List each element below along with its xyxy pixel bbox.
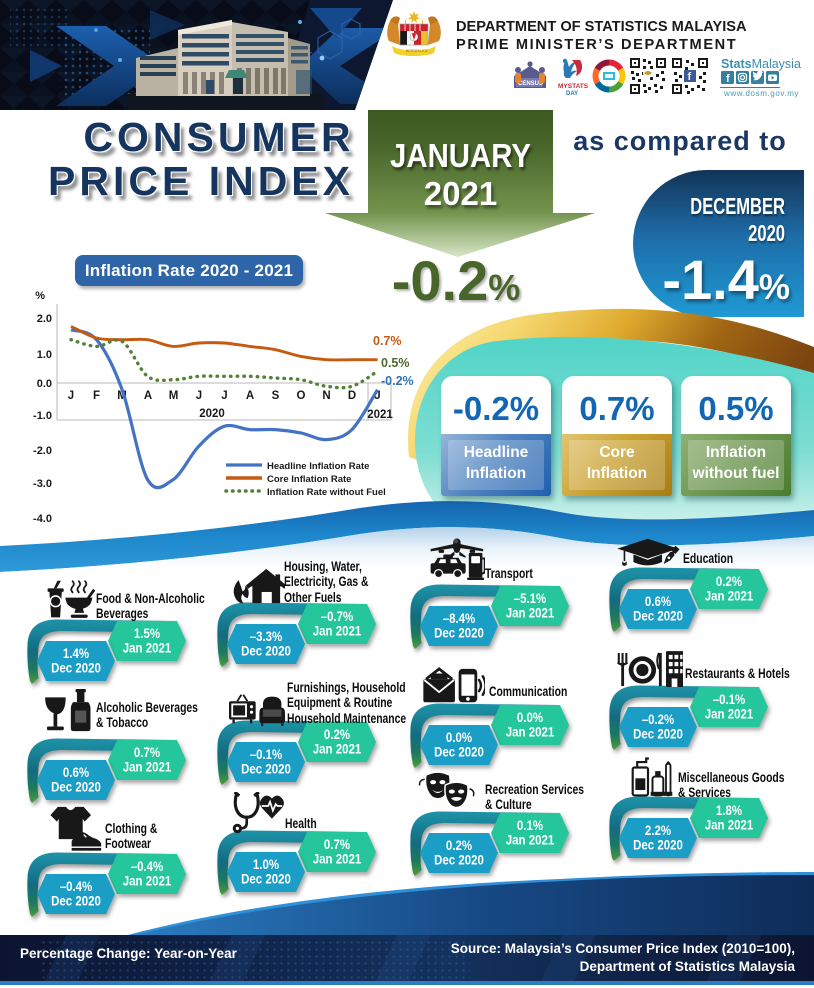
svg-text:0.0%: 0.0% xyxy=(446,730,472,745)
svg-text:Dec 2020: Dec 2020 xyxy=(51,661,101,676)
svg-text:0.7%: 0.7% xyxy=(324,837,350,852)
svg-text:0.7%: 0.7% xyxy=(134,745,160,760)
svg-text:–0.4%: –0.4% xyxy=(60,879,93,894)
svg-text:Dec 2020: Dec 2020 xyxy=(633,727,683,742)
svg-text:Jan 2021: Jan 2021 xyxy=(506,833,554,848)
svg-text:Dec 2020: Dec 2020 xyxy=(434,745,484,760)
svg-text:Dec 2020: Dec 2020 xyxy=(434,853,484,868)
svg-text:1.8%: 1.8% xyxy=(716,803,742,818)
svg-text:0.6%: 0.6% xyxy=(645,594,671,609)
svg-text:Headline Inflation Rate: Headline Inflation Rate xyxy=(267,461,369,472)
svg-text:Inflation Rate without Fuel: Inflation Rate without Fuel xyxy=(267,487,386,498)
svg-text:Dec 2020: Dec 2020 xyxy=(241,762,291,777)
svg-text:Jan 2021: Jan 2021 xyxy=(506,725,554,740)
svg-text:-3.0: -3.0 xyxy=(33,478,52,490)
svg-text:MYSTATS: MYSTATS xyxy=(558,83,589,90)
svg-text:O: O xyxy=(297,390,306,402)
svg-text:Jan 2021: Jan 2021 xyxy=(705,707,753,722)
svg-text:-1.0: -1.0 xyxy=(33,410,52,422)
svg-text:1.5%: 1.5% xyxy=(134,626,160,641)
svg-text:Dec 2020: Dec 2020 xyxy=(51,780,101,795)
svg-text:2021: 2021 xyxy=(367,409,393,421)
svg-text:Dec 2020: Dec 2020 xyxy=(241,872,291,887)
svg-text:f: f xyxy=(688,71,692,83)
svg-text:f: f xyxy=(726,73,730,85)
svg-text:-0.2%: -0.2% xyxy=(381,374,414,388)
svg-text:Dec 2020: Dec 2020 xyxy=(633,838,683,853)
svg-text:CENSUS: CENSUS xyxy=(518,81,543,87)
svg-text:-4.0: -4.0 xyxy=(33,513,52,525)
svg-text:Jan 2021: Jan 2021 xyxy=(313,742,361,757)
svg-text:D: D xyxy=(348,390,356,402)
svg-text:Jan 2021: Jan 2021 xyxy=(313,852,361,867)
svg-text:–8.4%: –8.4% xyxy=(443,611,476,626)
svg-text:Jan 2021: Jan 2021 xyxy=(123,641,171,656)
svg-text:0.7%: 0.7% xyxy=(373,334,402,348)
svg-text:Jan 2021: Jan 2021 xyxy=(506,606,554,621)
svg-text:M: M xyxy=(117,390,127,402)
svg-text:PRIME MINISTER’S DEPARTMENT: PRIME MINISTER’S DEPARTMENT xyxy=(456,37,737,53)
svg-text:2020: 2020 xyxy=(199,408,225,420)
svg-text:M: M xyxy=(169,390,179,402)
svg-text:J: J xyxy=(68,390,74,402)
svg-text:Core Inflation Rate: Core Inflation Rate xyxy=(267,474,351,485)
svg-text:Jan 2021: Jan 2021 xyxy=(313,624,361,639)
svg-text:BERSEKUTU: BERSEKUTU xyxy=(406,49,428,53)
svg-text:2.2%: 2.2% xyxy=(645,823,671,838)
svg-text:DEPARTMENT OF STATISTICS MALAY: DEPARTMENT OF STATISTICS MALAYISA xyxy=(456,19,747,35)
svg-text:0.1%: 0.1% xyxy=(517,818,543,833)
svg-text:2.0: 2.0 xyxy=(37,313,52,325)
svg-text:1.4%: 1.4% xyxy=(63,646,89,661)
svg-text:0.6%: 0.6% xyxy=(63,765,89,780)
svg-text:Jan 2021: Jan 2021 xyxy=(123,760,171,775)
svg-text:0.2%: 0.2% xyxy=(716,574,742,589)
svg-text:Jan 2021: Jan 2021 xyxy=(123,874,171,889)
svg-text:Dec 2020: Dec 2020 xyxy=(633,609,683,624)
svg-text:A: A xyxy=(144,390,152,402)
svg-text:Jan 2021: Jan 2021 xyxy=(705,589,753,604)
svg-text:1.0%: 1.0% xyxy=(253,857,279,872)
svg-text:S: S xyxy=(272,390,280,402)
svg-text:Dec 2020: Dec 2020 xyxy=(51,894,101,909)
svg-text:StatsMalaysia: StatsMalaysia xyxy=(721,57,801,71)
svg-text:www.dosm.gov.my: www.dosm.gov.my xyxy=(723,89,799,98)
svg-text:0.0: 0.0 xyxy=(37,378,52,390)
svg-text:–0.7%: –0.7% xyxy=(321,609,354,624)
svg-text:F: F xyxy=(93,390,100,402)
svg-text:0.2%: 0.2% xyxy=(324,727,350,742)
svg-text:DAY: DAY xyxy=(566,91,578,97)
svg-text:–5.1%: –5.1% xyxy=(514,591,547,606)
svg-text:%: % xyxy=(35,290,45,302)
svg-text:1.0: 1.0 xyxy=(37,349,52,361)
svg-text:–0.4%: –0.4% xyxy=(131,859,164,874)
svg-text:J: J xyxy=(196,390,202,402)
svg-text:0.5%: 0.5% xyxy=(381,356,410,370)
svg-text:–0.1%: –0.1% xyxy=(713,692,746,707)
svg-text:Dec 2020: Dec 2020 xyxy=(241,644,291,659)
svg-text:-2.0: -2.0 xyxy=(33,445,52,457)
svg-text:N: N xyxy=(322,390,330,402)
svg-text:0.0%: 0.0% xyxy=(517,710,543,725)
svg-text:Jan 2021: Jan 2021 xyxy=(705,818,753,833)
svg-text:–0.2%: –0.2% xyxy=(642,712,675,727)
svg-text:J: J xyxy=(221,390,227,402)
svg-text:A: A xyxy=(246,390,254,402)
svg-text:–0.1%: –0.1% xyxy=(250,747,283,762)
svg-text:Dec 2020: Dec 2020 xyxy=(434,626,484,641)
svg-text:0.2%: 0.2% xyxy=(446,838,472,853)
svg-text:J: J xyxy=(374,390,380,402)
svg-text:–3.3%: –3.3% xyxy=(250,629,283,644)
